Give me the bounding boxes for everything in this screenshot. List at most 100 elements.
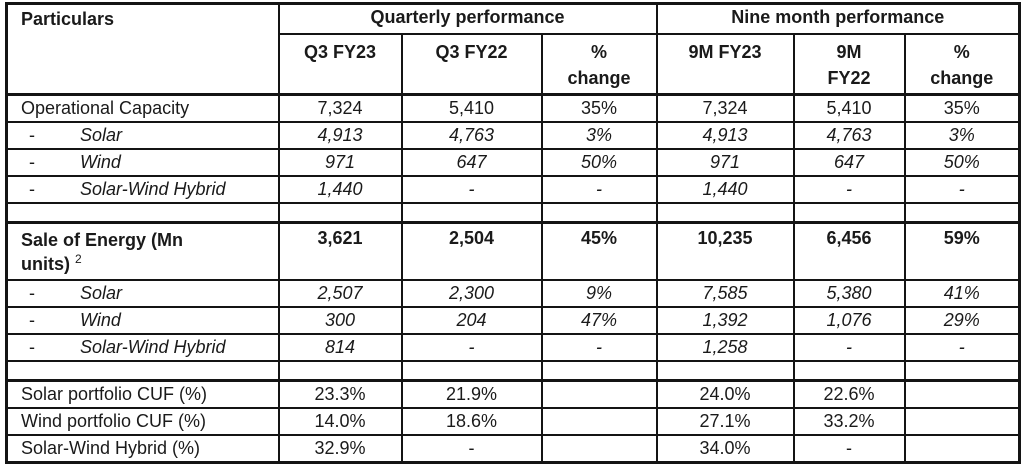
value-cell: 10,235 [655,221,795,282]
footnote-marker: 2 [75,252,82,267]
table-row: - Solar 4,913 4,763 3% 4,913 4,763 3% [5,121,1021,151]
performance-table: Particulars Quarterly performance Nine m… [5,2,1022,464]
value-cell: 3% [903,121,1021,151]
header-9m-fy23: 9M FY23 [655,33,795,96]
value-cell: 4,763 [400,121,543,151]
row-label-cell: - Wind [5,306,280,336]
value-cell: - [540,333,658,363]
value-cell [540,379,658,410]
value-cell: 29% [903,306,1021,336]
header-q3-fy23: Q3 FY23 [277,33,403,96]
bullet-dash: - [29,179,35,200]
table-row: Solar portfolio CUF (%) 23.3% 21.9% 24.0% 22… [5,379,1021,410]
value-cell: - [792,434,906,464]
value-cell: 814 [277,333,403,363]
value-cell: 2,507 [277,279,403,309]
row-label: Wind [80,152,121,173]
row-label-cell: - Wind [5,148,280,178]
value-cell: 3% [540,121,658,151]
row-label: Solar portfolio CUF (%) [21,384,208,405]
row-label: Operational Capacity [21,98,190,119]
value-cell: - [903,333,1021,363]
table-row: - Solar-Wind Hybrid 814- -1,258- - [5,333,1021,363]
header-9m-fy22: 9M FY22 [792,33,906,96]
value-cell [400,202,543,224]
value-cell: 1,076 [792,306,906,336]
value-cell: - [400,175,543,205]
value-cell: 18.6% [400,407,543,437]
value-cell: 7,585 [655,279,795,309]
value-cell [903,202,1021,224]
value-cell: 33.2% [792,407,906,437]
row-label-cell: Operational Capacity [5,93,280,124]
value-cell: 1,440 [277,175,403,205]
value-cell: 647 [400,148,543,178]
value-cell: 7,324 [655,93,795,124]
value-cell: 7,324 [277,93,403,124]
row-label-cell: - Solar [5,279,280,309]
value-cell [792,202,906,224]
value-cell: 971 [277,148,403,178]
value-cell [540,407,658,437]
value-cell: 2,504 [400,221,543,282]
value-cell [903,407,1021,437]
value-cell: 204 [400,306,543,336]
row-label: Sale of Energy (Mn units) 2 [21,230,184,275]
value-cell [655,202,795,224]
bullet-dash: - [29,337,35,358]
header-nine-month-pct-change: % change [903,33,1021,96]
bullet-dash: - [29,125,35,146]
row-label-cell: - Solar-Wind Hybrid [5,333,280,363]
table-row: Solar-Wind Hybrid (%) 32.9% -34.0% - [5,434,1021,464]
value-cell: 24.0% [655,379,795,410]
value-cell [277,202,403,224]
bullet-dash: - [29,283,35,304]
value-cell: 35% [903,93,1021,124]
row-label: Solar [80,283,123,304]
row-label-cell: Sale of Energy (Mn units) 2 [5,221,280,282]
value-cell: 5,410 [792,93,906,124]
value-cell: 50% [903,148,1021,178]
value-cell: - [792,333,906,363]
table-row: - Wind 971 647 50% 971 647 50% [5,148,1021,178]
row-label: Solar [80,125,123,146]
header-q3-fy22: Q3 FY22 [400,33,543,96]
value-cell: 6,456 [792,221,906,282]
value-cell: 59% [903,221,1021,282]
value-cell: - [792,175,906,205]
value-cell: 27.1% [655,407,795,437]
value-cell [903,434,1021,464]
value-cell: 32.9% [277,434,403,464]
value-cell: 14.0% [277,407,403,437]
row-label-cell: - Solar [5,121,280,151]
table-row: - Solar 2,507 2,300 9% 7,585 5,380 41% [5,279,1021,309]
bullet-dash: - [29,310,35,331]
value-cell: 22.6% [792,379,906,410]
table-row: Wind portfolio CUF (%) 14.0% 18.6% 27.1% 33.… [5,407,1021,437]
table-body: Operational Capacity 7,324 5,410 35% 7,324 5,… [5,93,1021,464]
header-particulars: Particulars [5,2,280,96]
value-cell [540,360,658,382]
table-row: - Solar-Wind Hybrid 1,440- -1,440- - [5,175,1021,205]
performance-table-container: Particulars Quarterly performance Nine m… [5,2,1022,464]
value-cell [540,434,658,464]
value-cell [903,360,1021,382]
value-cell: 300 [277,306,403,336]
value-cell: 1,392 [655,306,795,336]
row-label-cell [5,202,280,224]
group-header-row: Particulars Quarterly performance Nine m… [5,2,1021,96]
header-nine-month-performance: Nine month performance [655,2,1021,35]
value-cell: 5,410 [400,93,543,124]
row-label-cell: Solar-Wind Hybrid (%) [5,434,280,464]
value-cell: 5,380 [792,279,906,309]
row-label: Solar-Wind Hybrid (%) [21,438,201,459]
table-row: - Wind 300 204 47% 1,392 1,076 29% [5,306,1021,336]
row-label-cell: Wind portfolio CUF (%) [5,407,280,437]
value-cell [903,379,1021,410]
value-cell: 41% [903,279,1021,309]
header-quarterly-performance: Quarterly performance [277,2,658,35]
value-cell: 3,621 [277,221,403,282]
table-header: Particulars Quarterly performance Nine m… [5,2,1021,96]
row-label: Solar-Wind Hybrid [80,179,226,200]
value-cell [792,360,906,382]
